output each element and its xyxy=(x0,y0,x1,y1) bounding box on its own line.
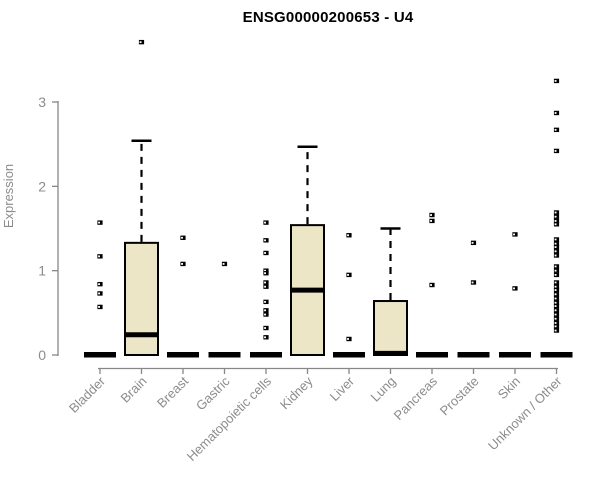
outlier-point-hole xyxy=(471,281,474,284)
outlier-point-hole xyxy=(347,234,349,237)
outlier-point-hole xyxy=(554,289,557,291)
x-axis-category-label: Gastric xyxy=(193,373,233,413)
outlier-point-hole xyxy=(430,220,432,222)
outlier-point-hole xyxy=(554,269,557,272)
outlier-point-hole xyxy=(264,269,266,272)
outlier-point-hole xyxy=(471,241,474,244)
outlier-point-hole xyxy=(430,214,432,216)
outlier-point-hole xyxy=(430,284,432,286)
outlier-point-hole xyxy=(554,80,557,82)
outlier-point-hole xyxy=(554,112,557,114)
outlier-point-hole xyxy=(554,242,557,245)
outlier-point-hole xyxy=(264,313,266,316)
outlier-point-hole xyxy=(554,250,557,253)
outlier-point-hole xyxy=(98,283,100,286)
x-axis-category-label: Breast xyxy=(154,373,191,410)
chart-title: ENSG00000200653 - U4 xyxy=(242,9,414,26)
outlier-point-hole xyxy=(554,254,557,257)
outlier-point-hole xyxy=(554,265,557,268)
outlier-point-hole xyxy=(264,239,266,242)
y-axis-title: Expression xyxy=(1,164,16,228)
box-brain xyxy=(124,241,159,356)
x-axis-category-label: Kidney xyxy=(277,373,316,412)
x-axis-category-label: Lung xyxy=(368,374,399,405)
outlier-point-hole xyxy=(181,236,183,239)
outlier-point-hole xyxy=(513,233,515,236)
outlier-point-hole xyxy=(98,255,100,258)
outlier-point-hole xyxy=(554,223,557,226)
outlier-point-hole xyxy=(554,329,557,332)
x-axis-category-label: Brain xyxy=(118,374,150,406)
outlier-point-hole xyxy=(554,273,557,276)
y-axis-tick-label: 1 xyxy=(38,263,46,279)
x-axis-category-label: Pancreas xyxy=(391,373,441,423)
outlier-point-hole xyxy=(264,252,266,254)
flat-box-unknown-other xyxy=(540,352,573,358)
outlier-point-hole xyxy=(554,305,557,307)
outlier-point-hole xyxy=(554,317,557,320)
outlier-point-hole xyxy=(222,263,225,265)
outlier-point-hole xyxy=(554,285,557,288)
outlier-point-hole xyxy=(264,281,266,284)
outlier-point-hole xyxy=(554,150,557,152)
outlier-point-hole xyxy=(554,322,557,324)
flat-box-bladder xyxy=(84,352,116,358)
x-axis-category-label: Skin xyxy=(495,374,523,402)
flat-box-pancreas xyxy=(416,352,448,358)
x-axis-category-label: Liver xyxy=(327,373,358,404)
outlier-point-hole xyxy=(139,41,142,44)
y-axis-tick-label: 0 xyxy=(38,347,46,363)
outlier-point-hole xyxy=(554,281,557,284)
outlier-point-hole xyxy=(264,272,266,275)
outlier-point-hole xyxy=(554,309,557,312)
outlier-point-hole xyxy=(264,336,266,339)
flat-box-prostate xyxy=(457,352,490,358)
outlier-point-hole xyxy=(181,263,183,265)
outlier-point-hole xyxy=(554,313,557,316)
outlier-point-hole xyxy=(554,301,557,304)
flat-box-skin xyxy=(499,352,531,358)
outlier-point-hole xyxy=(264,327,266,329)
y-axis-tick-label: 3 xyxy=(38,94,46,110)
x-axis-category-label: Unknown / Other xyxy=(485,373,565,453)
outlier-point-hole xyxy=(264,300,266,303)
outlier-point-hole xyxy=(554,297,557,300)
flat-box-gastric xyxy=(208,352,241,358)
flat-box-hematopoietic-cells xyxy=(250,352,282,358)
outlier-point-hole xyxy=(98,221,100,224)
outlier-point-hole xyxy=(264,285,266,288)
outlier-point-hole xyxy=(554,246,557,248)
outlier-point-hole xyxy=(554,238,557,241)
outlier-point-hole xyxy=(98,306,100,308)
outlier-point-hole xyxy=(554,211,557,214)
x-axis-category-label: Prostate xyxy=(437,374,482,419)
outlier-point-hole xyxy=(554,220,557,222)
outlier-point-hole xyxy=(554,293,557,296)
outlier-point-hole xyxy=(554,325,557,328)
flat-box-breast xyxy=(167,352,199,358)
outlier-point-hole xyxy=(554,215,557,218)
outlier-point-hole xyxy=(347,338,349,340)
outlier-point-hole xyxy=(554,128,557,131)
outlier-point-hole xyxy=(347,273,349,276)
outlier-point-hole xyxy=(98,292,100,295)
box-lung xyxy=(373,300,408,357)
outlier-point-hole xyxy=(264,309,266,312)
x-axis-category-label: Bladder xyxy=(66,373,109,416)
outlier-point-hole xyxy=(264,221,266,224)
outlier-point-hole xyxy=(513,287,515,290)
y-axis-tick-label: 2 xyxy=(38,178,46,194)
flat-box-liver xyxy=(333,352,365,358)
